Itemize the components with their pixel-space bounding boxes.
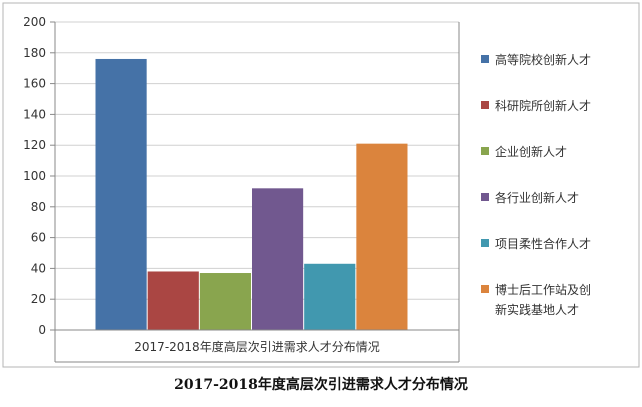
legend: 高等院校创新人才科研院所创新人才企业创新人才各行业创新人才项目柔性合作人才博士后… <box>481 52 591 317</box>
legend-swatch-4 <box>481 193 489 201</box>
bar-series-4 <box>252 188 304 330</box>
legend-label-2: 科研院所创新人才 <box>495 98 591 113</box>
legend-swatch-6 <box>481 285 489 293</box>
legend-label-3: 企业创新人才 <box>495 144 567 159</box>
y-tick-label: 100 <box>23 169 46 183</box>
legend-label-6: 新实践基地人才 <box>495 302 579 317</box>
bar-series-6 <box>356 143 408 330</box>
y-axis-ticks: 0 20 40 60 80 100 120 140 160 180 200 <box>23 15 55 337</box>
x-category-label: 2017-2018年度高层次引进需求人才分布情况 <box>134 339 379 354</box>
y-tick-label: 40 <box>31 261 46 275</box>
legend-label-6: 博士后工作站及创 <box>495 282 591 297</box>
y-tick-label: 20 <box>31 292 46 306</box>
legend-label-1: 高等院校创新人才 <box>495 52 591 67</box>
y-tick-label: 200 <box>23 15 46 29</box>
y-tick-label: 180 <box>23 46 46 60</box>
legend-swatch-3 <box>481 147 489 155</box>
bar-series-3 <box>199 273 251 330</box>
legend-swatch-5 <box>481 239 489 247</box>
legend-swatch-1 <box>481 55 489 63</box>
legend-label-4: 各行业创新人才 <box>495 190 579 205</box>
bar-series-1 <box>95 58 147 331</box>
legend-swatch-2 <box>481 101 489 109</box>
bar-series-5 <box>304 263 356 330</box>
y-tick-label: 120 <box>23 138 46 152</box>
legend-label-5: 项目柔性合作人才 <box>495 236 591 251</box>
bars <box>95 58 408 331</box>
y-tick-label: 160 <box>23 77 46 91</box>
bar-chart: 0 20 40 60 80 100 120 140 160 180 200 2017-2018年度高… <box>2 2 640 368</box>
y-tick-label: 140 <box>23 107 46 121</box>
y-tick-label: 0 <box>38 323 46 337</box>
bar-series-2 <box>147 271 199 330</box>
y-tick-label: 60 <box>31 231 46 245</box>
figure-caption: 2017-2018年度高层次引进需求人才分布情况 <box>174 377 468 393</box>
y-tick-label: 80 <box>31 200 46 214</box>
